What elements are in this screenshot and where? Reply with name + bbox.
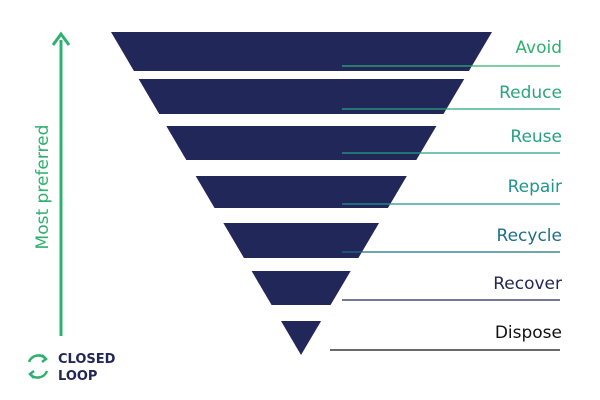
level-label: Avoid: [515, 38, 562, 58]
logo-text: CLOSED: [58, 352, 116, 367]
hierarchy-level: [166, 126, 437, 160]
hierarchy-level: [251, 271, 351, 305]
hierarchy-level: [195, 176, 407, 208]
level-label: Repair: [508, 177, 562, 197]
hierarchy-level: [223, 223, 380, 258]
level-label: Recycle: [497, 226, 562, 246]
hierarchy-level: [111, 32, 492, 71]
hierarchy-level: [281, 321, 322, 355]
level-label: Reduce: [499, 83, 562, 103]
level-label: Reuse: [510, 127, 562, 147]
logo-text: LOOP: [58, 369, 97, 384]
logo-icon: [27, 354, 49, 379]
hierarchy-level: [138, 79, 465, 114]
arrow-head: [51, 31, 71, 46]
level-label: Recover: [493, 274, 562, 294]
axis-label: Most preferred: [33, 125, 53, 250]
level-label: Dispose: [495, 323, 562, 343]
